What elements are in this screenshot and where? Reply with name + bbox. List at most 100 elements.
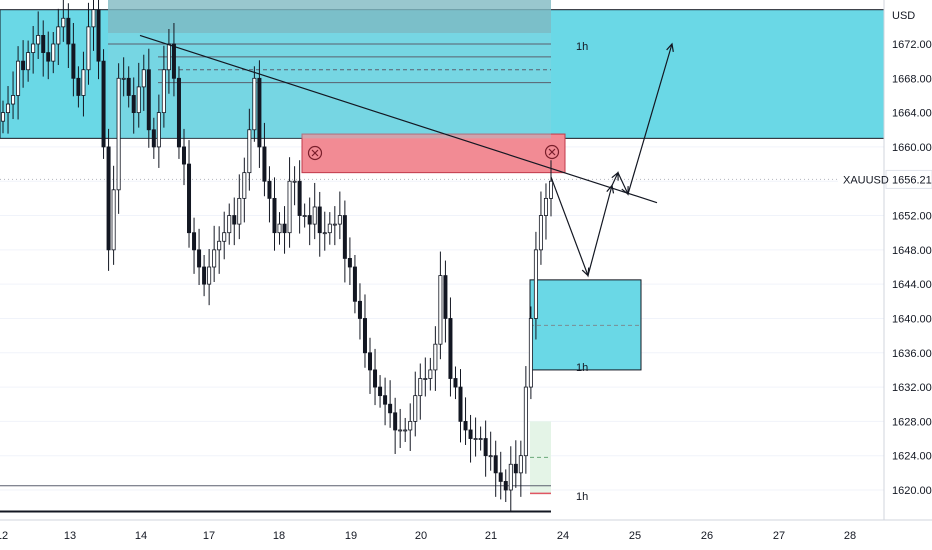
timeframe-label: 1h: [576, 491, 588, 503]
candle-body: [352, 266, 357, 302]
x-tick-label: 19: [345, 530, 357, 542]
candle-body: [247, 129, 252, 174]
x-tick-label: 20: [415, 530, 427, 542]
candle-body: [176, 77, 181, 148]
close-marker-icon[interactable]: [544, 144, 560, 160]
candle-body: [483, 438, 488, 457]
candle-body: [528, 318, 533, 388]
candle-body: [36, 35, 41, 45]
candle-body: [549, 180, 554, 199]
candle-body: [197, 249, 202, 268]
candle-body: [413, 395, 418, 422]
candle-body: [373, 369, 378, 388]
candle-body: [192, 232, 197, 251]
y-tick-label: 1664.00: [892, 108, 932, 120]
candle-body: [151, 129, 156, 148]
trendline[interactable]: [139, 34, 658, 204]
last-price-value: 1656.21: [892, 174, 932, 186]
candle-body: [207, 266, 212, 285]
x-tick-label: 25: [629, 530, 641, 542]
candle-body: [498, 472, 503, 482]
candle-body: [428, 369, 433, 379]
candle-body: [136, 86, 141, 114]
candle-body: [433, 343, 438, 371]
x-tick-label: 17: [203, 530, 215, 542]
candle-body: [272, 197, 277, 234]
candle-body: [131, 95, 136, 114]
candle-body: [46, 52, 51, 62]
candle-body: [342, 215, 347, 259]
candle-body: [96, 9, 101, 62]
candle-body: [166, 43, 171, 71]
candle-body: [91, 9, 96, 28]
candle-body: [423, 378, 428, 380]
close-marker-stroke: [548, 148, 556, 156]
x-tick-label: 26: [701, 530, 713, 542]
candle-body: [493, 455, 498, 474]
candle-body: [141, 69, 146, 88]
projection-arrow-head: [666, 42, 674, 52]
projection-path[interactable]: [550, 43, 673, 278]
candle-body: [237, 197, 242, 225]
candle-body: [317, 206, 322, 234]
zones-layer: [0, 0, 885, 495]
candle-body: [277, 223, 282, 234]
candle-body: [252, 77, 257, 131]
candle-body: [232, 215, 237, 225]
candle-body: [443, 275, 448, 319]
close-marker-ring: [307, 145, 323, 161]
candle-body: [533, 249, 538, 319]
x-tick-label: 24: [557, 530, 569, 542]
y-tick-label: 1632.00: [892, 382, 932, 394]
candle-body: [86, 26, 91, 71]
candle-body: [6, 103, 11, 114]
projection-arrow-head: [606, 184, 615, 194]
close-marker-ring: [544, 144, 560, 160]
candle-body: [51, 43, 56, 62]
candle-body: [0, 112, 6, 122]
candle-body: [106, 146, 111, 251]
candle-body: [297, 180, 302, 216]
candle-body: [121, 77, 126, 80]
levels-layer: [0, 43, 884, 513]
candle-body: [478, 438, 483, 440]
candle-body: [357, 300, 362, 319]
candle-body: [322, 232, 327, 235]
candle-body: [398, 429, 403, 432]
candle-body: [41, 35, 46, 53]
candle-body: [393, 412, 398, 431]
x-tick-label: 13: [64, 530, 76, 542]
x-tick-label: 18: [273, 530, 285, 542]
candle-body: [26, 52, 31, 71]
candle-body: [332, 223, 337, 226]
price-axis-bg: [884, 0, 932, 550]
last-price-badge: [885, 169, 932, 189]
candle-body: [543, 197, 548, 216]
candle-body: [508, 463, 513, 491]
annotations-layer: 1h 1h 1h: [139, 34, 674, 503]
currency-label: USD: [892, 10, 915, 22]
y-tick-label: 1640.00: [892, 313, 932, 325]
candle-body: [101, 60, 106, 148]
candle-body: [187, 163, 192, 234]
candle-body: [16, 60, 21, 96]
x-tick-label: 12: [0, 530, 8, 542]
timeframe-label: 1h: [576, 362, 588, 374]
candle-body: [463, 420, 468, 431]
candle-body: [302, 215, 307, 217]
x-tick-label: 21: [485, 530, 497, 542]
close-marker-stroke: [311, 149, 319, 157]
candle-body: [161, 69, 166, 114]
candle-body: [347, 258, 352, 268]
candle-body: [202, 266, 207, 285]
supply-zone-red[interactable]: [301, 133, 566, 174]
time-axis-bg: [0, 520, 932, 550]
candles-layer: [0, 0, 554, 512]
candle-body: [538, 215, 543, 251]
close-marker-icon[interactable]: [307, 145, 323, 161]
candle-body: [418, 378, 423, 397]
candle-body: [116, 77, 121, 191]
